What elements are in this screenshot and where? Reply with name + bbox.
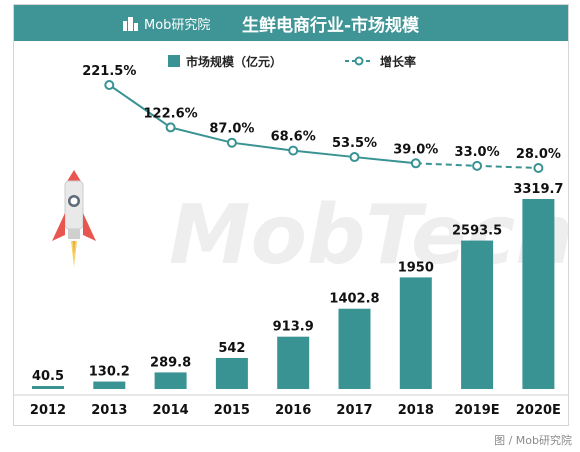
bar-2020E bbox=[522, 199, 555, 389]
bar-2018 bbox=[399, 277, 432, 389]
growth-label-2015: 87.0% bbox=[209, 122, 254, 137]
growth-label-2019E: 33.0% bbox=[455, 145, 500, 160]
x-tick-2012: 2012 bbox=[30, 403, 66, 418]
growth-point-2015 bbox=[226, 137, 237, 148]
growth-point-2014 bbox=[165, 122, 176, 133]
chart-svg: MobTech 40.5 130.2 289.8 542 913.9 1402.8 1950… bbox=[14, 64, 568, 418]
x-tick-2020E: 2020E bbox=[516, 403, 561, 418]
legend-swatch-line bbox=[345, 56, 373, 66]
legend-label-bars: 市场规模（亿元） bbox=[186, 54, 283, 69]
bar-label-2013: 130.2 bbox=[89, 365, 130, 380]
brand-logo: Mob研究院 bbox=[122, 13, 210, 33]
bar-label-2019E: 2593.5 bbox=[452, 224, 502, 239]
x-tick-2017: 2017 bbox=[336, 403, 372, 418]
growth-point-2018 bbox=[410, 158, 421, 169]
growth-label-2014: 122.6% bbox=[144, 106, 198, 121]
bar-2012 bbox=[32, 386, 64, 389]
brand-name: Mob研究院 bbox=[144, 17, 211, 33]
growth-point-2017 bbox=[349, 152, 360, 163]
bar-label-2017: 1402.8 bbox=[329, 292, 379, 307]
growth-point-2016 bbox=[288, 145, 299, 156]
bar-2016 bbox=[277, 336, 310, 389]
growth-line-solid bbox=[108, 84, 416, 165]
bar-label-2016: 913.9 bbox=[273, 320, 314, 335]
bar-2013 bbox=[93, 381, 126, 389]
legend-item-bars: 市场规模（亿元） bbox=[168, 53, 282, 69]
growth-label-2013: 221.5% bbox=[82, 64, 136, 79]
growth-label-2016: 68.6% bbox=[271, 130, 316, 145]
bar-label-2015: 542 bbox=[218, 341, 245, 356]
chart-title: 生鲜电商行业-市场规模 bbox=[242, 16, 420, 36]
x-tick-2019E: 2019E bbox=[455, 403, 500, 418]
x-tick-2018: 2018 bbox=[398, 403, 434, 418]
header-bar: Mob研究院 生鲜电商行业-市场规模 bbox=[14, 5, 568, 41]
bar-2019E bbox=[461, 240, 494, 389]
bar-2014 bbox=[154, 372, 187, 389]
watermark-text: MobTech bbox=[169, 188, 568, 283]
bar-label-2014: 289.8 bbox=[150, 355, 191, 370]
growth-point-2019E bbox=[472, 160, 483, 171]
legend-label-line: 增长率 bbox=[380, 54, 417, 69]
x-tick-2015: 2015 bbox=[214, 403, 250, 418]
x-tick-2013: 2013 bbox=[91, 403, 127, 418]
rocket-illustration bbox=[52, 170, 96, 267]
growth-point-2013 bbox=[104, 80, 115, 90]
watermark: MobTech bbox=[169, 188, 568, 283]
growth-label-2017: 53.5% bbox=[332, 136, 377, 151]
bar-label-2018: 1950 bbox=[398, 260, 434, 275]
bar-2015 bbox=[215, 357, 248, 389]
bar-label-2012: 40.5 bbox=[32, 369, 64, 384]
bar-label-2020E: 3319.7 bbox=[513, 182, 563, 197]
growth-label-2018: 39.0% bbox=[393, 142, 438, 157]
legend-item-line: 增长率 bbox=[344, 53, 416, 69]
x-tick-2014: 2014 bbox=[153, 403, 189, 418]
source-note: 图 / Mob研究院 bbox=[494, 434, 572, 447]
growth-point-2020E bbox=[533, 163, 544, 173]
chart-frame: Mob研究院 生鲜电商行业-市场规模 市场规模（亿元） 增长率 MobTech bbox=[13, 4, 569, 426]
building-icon bbox=[123, 17, 138, 31]
legend-swatch-bars bbox=[168, 55, 180, 67]
growth-label-2020E: 28.0% bbox=[516, 147, 561, 162]
bar-2017 bbox=[338, 308, 371, 389]
x-tick-2016: 2016 bbox=[275, 403, 311, 418]
